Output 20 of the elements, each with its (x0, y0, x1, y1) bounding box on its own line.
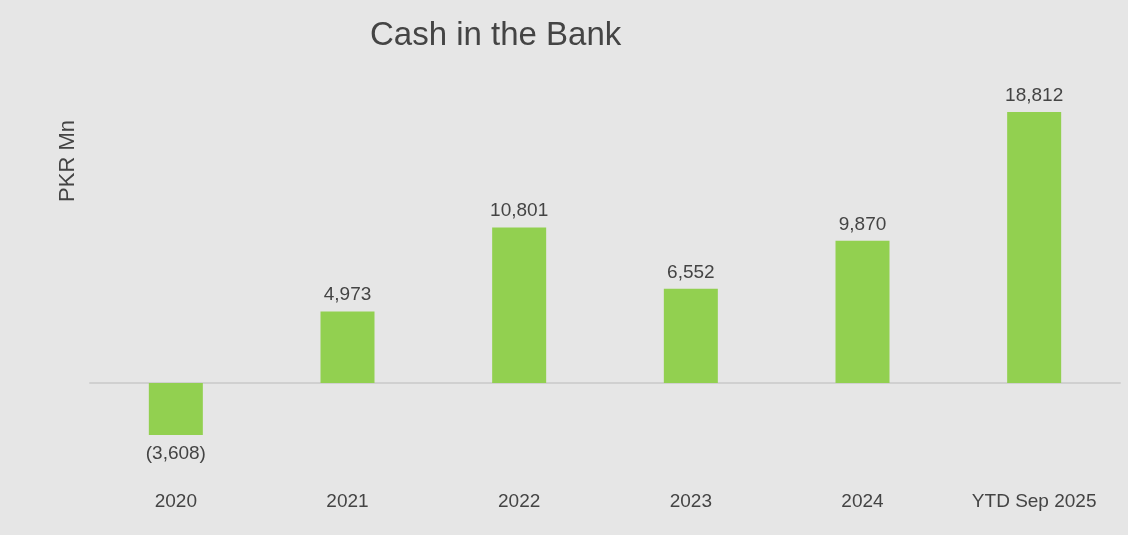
bar (492, 227, 547, 383)
x-tick-label: 2024 (841, 490, 885, 511)
y-axis-title: PKR Mn (53, 119, 79, 202)
bar (320, 311, 375, 383)
bar (1007, 112, 1062, 383)
x-tick-label: 2023 (669, 490, 712, 511)
data-label: 6,552 (667, 260, 715, 282)
bar (148, 383, 203, 435)
data-label: 9,870 (838, 212, 887, 234)
bar (663, 288, 718, 383)
data-label: (3,608) (145, 441, 206, 463)
data-label: 4,973 (323, 283, 372, 305)
x-tick-label: 2020 (154, 490, 197, 511)
chart-title: Cash in the Bank (370, 15, 622, 52)
x-tick-label: YTD Sep 2025 (971, 490, 1097, 511)
x-tick-label: 2022 (498, 490, 541, 511)
bar (835, 240, 890, 383)
x-tick-label: 2021 (326, 490, 369, 511)
data-label: 18,812 (1005, 84, 1064, 106)
data-label: 10,801 (490, 199, 549, 221)
